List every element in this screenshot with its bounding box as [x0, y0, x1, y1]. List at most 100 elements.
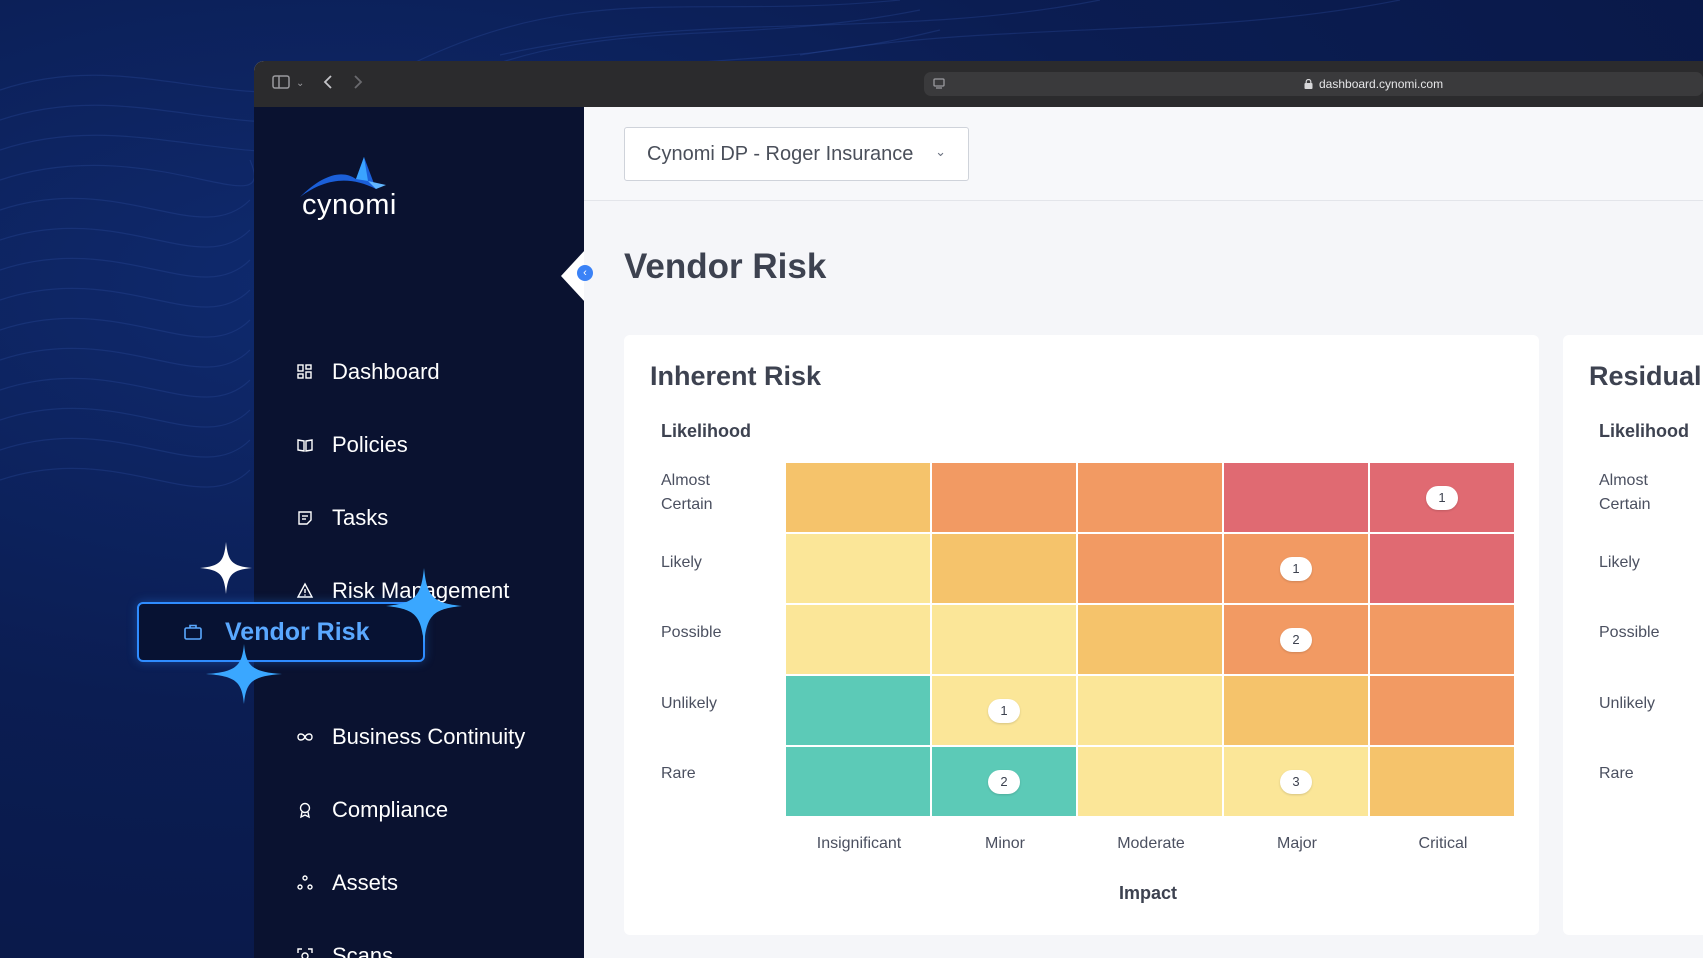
topbar: Cynomi DP - Roger Insurance ⌄ [584, 107, 1703, 201]
sidebar-item-business-continuity[interactable]: Business Continuity [296, 722, 525, 752]
impact-label: Impact [1119, 883, 1178, 903]
heatmap-cell[interactable] [1370, 534, 1514, 603]
row-label: Almost Certain [1599, 472, 1651, 513]
organization-select-value: Cynomi DP - Roger Insurance [647, 142, 914, 165]
row-label: Possible [661, 624, 722, 641]
collapse-sidebar-button[interactable]: ‹ [577, 265, 593, 281]
likelihood-label: Likelihood [1599, 421, 1689, 441]
row-label: Almost Certain [661, 469, 713, 517]
risk-heatmap: 1 1 2 1 2 3 [786, 463, 1516, 818]
dashboard-icon [296, 363, 314, 381]
page-title: Vendor Risk [624, 247, 827, 286]
sparkle-icon [200, 542, 252, 594]
heatmap-cell[interactable] [1078, 747, 1222, 816]
count-badge[interactable]: 3 [1280, 769, 1312, 794]
count-badge[interactable]: 1 [1426, 485, 1458, 510]
heatmap-cell[interactable] [1224, 463, 1368, 532]
heatmap-cell[interactable]: 1 [932, 676, 1076, 745]
sidebar-item-label: Assets [332, 870, 399, 895]
card-title: Inherent Risk [650, 361, 822, 391]
forward-icon[interactable] [352, 74, 364, 94]
sidebar-item-label: Tasks [332, 505, 389, 530]
nodes-icon [296, 874, 314, 892]
heatmap-cell[interactable] [1078, 676, 1222, 745]
address-bar[interactable]: dashboard.cynomi.com [924, 72, 1703, 96]
column-label: Insignificant [816, 835, 902, 852]
cynomi-logo-icon [300, 157, 386, 197]
row-label: Possible [1599, 624, 1660, 641]
tasks-icon [296, 509, 314, 527]
heatmap-cell[interactable] [786, 534, 930, 603]
column-label: Moderate [1117, 835, 1185, 852]
count-badge[interactable]: 2 [988, 769, 1020, 794]
sidebar-item-label: Compliance [332, 797, 449, 822]
page-info-icon[interactable] [932, 77, 946, 96]
heatmap-cell[interactable]: 3 [1224, 747, 1368, 816]
heatmap-cell[interactable] [786, 463, 930, 532]
heatmap-cell[interactable] [1078, 605, 1222, 674]
back-icon[interactable] [322, 74, 334, 94]
heatmap-cell[interactable] [1370, 676, 1514, 745]
award-icon [296, 801, 314, 819]
heatmap-cell[interactable]: 1 [1370, 463, 1514, 532]
count-badge[interactable]: 1 [1280, 556, 1312, 581]
heatmap-cell[interactable] [1224, 676, 1368, 745]
row-label: Rare [1599, 765, 1634, 782]
sidebar-item-tasks[interactable]: Tasks [296, 503, 388, 533]
column-label: Minor [984, 835, 1025, 852]
row-label: Unlikely [1599, 695, 1656, 712]
infinity-icon [296, 728, 314, 746]
sidebar: cynomi Dashboard Policies Tasks Risk Man… [254, 107, 585, 958]
sidebar-item-dashboard[interactable]: Dashboard [296, 357, 440, 387]
scan-icon [296, 947, 314, 958]
row-label: Likely [1599, 554, 1640, 571]
sidebar-item-label: Policies [332, 432, 408, 457]
inherent-risk-card: Inherent Risk Likelihood Almost Certain … [624, 335, 1539, 935]
row-label: Likely [661, 554, 702, 571]
sidebar-item-compliance[interactable]: Compliance [296, 795, 448, 825]
briefcase-icon [183, 622, 203, 642]
browser-titlebar: ⌄ dashboard.cynomi.com [254, 61, 1703, 107]
sidebar-item-label: Business Continuity [332, 724, 526, 749]
sparkle-icon [386, 568, 462, 644]
sidebar-item-vendor-risk[interactable]: Vendor Risk [137, 602, 425, 662]
row-label-text: Almost Certain [661, 472, 713, 513]
heatmap-cell[interactable] [1078, 463, 1222, 532]
warning-icon [296, 582, 314, 600]
organization-select[interactable]: Cynomi DP - Roger Insurance ⌄ [624, 127, 969, 181]
book-icon [296, 436, 314, 454]
lock-icon [1304, 79, 1313, 89]
heatmap-cell[interactable]: 2 [932, 747, 1076, 816]
chevron-down-icon[interactable]: ⌄ [296, 78, 305, 89]
heatmap-cell[interactable] [786, 747, 930, 816]
heatmap-cell[interactable]: 2 [1224, 605, 1368, 674]
sidebar-item-assets[interactable]: Assets [296, 868, 398, 898]
heatmap-cell[interactable] [932, 534, 1076, 603]
sidebar-item-label: Dashboard [332, 359, 440, 384]
column-label: Critical [1418, 835, 1468, 852]
sidebar-item-scans[interactable]: Scans [296, 941, 393, 958]
main-content: Cynomi DP - Roger Insurance ⌄ Vendor Ris… [584, 107, 1703, 958]
row-label: Rare [661, 765, 696, 782]
count-badge[interactable]: 1 [988, 698, 1020, 723]
heatmap-cell[interactable] [932, 605, 1076, 674]
chevron-down-icon: ⌄ [935, 144, 946, 159]
heatmap-cell[interactable]: 1 [1224, 534, 1368, 603]
heatmap-cell[interactable] [1078, 534, 1222, 603]
browser-window: ⌄ dashboard.cynomi.com cynomi Dashboard [254, 61, 1703, 958]
heatmap-cell[interactable] [1370, 747, 1514, 816]
sidebar-item-label: Vendor Risk [225, 617, 370, 646]
heatmap-cell[interactable] [786, 605, 930, 674]
sidebar-item-policies[interactable]: Policies [296, 430, 408, 460]
heatmap-cell[interactable] [786, 676, 930, 745]
sidebar-item-label: Scans [332, 943, 394, 958]
sparkle-icon [206, 644, 282, 704]
count-badge[interactable]: 2 [1280, 627, 1312, 652]
card-title: Residual [1589, 361, 1702, 391]
heatmap-cell[interactable] [1370, 605, 1514, 674]
heatmap-cell[interactable] [932, 463, 1076, 532]
column-label: Major [1276, 835, 1317, 852]
likelihood-label: Likelihood [661, 421, 751, 441]
sidebar-toggle-icon[interactable] [272, 74, 290, 94]
